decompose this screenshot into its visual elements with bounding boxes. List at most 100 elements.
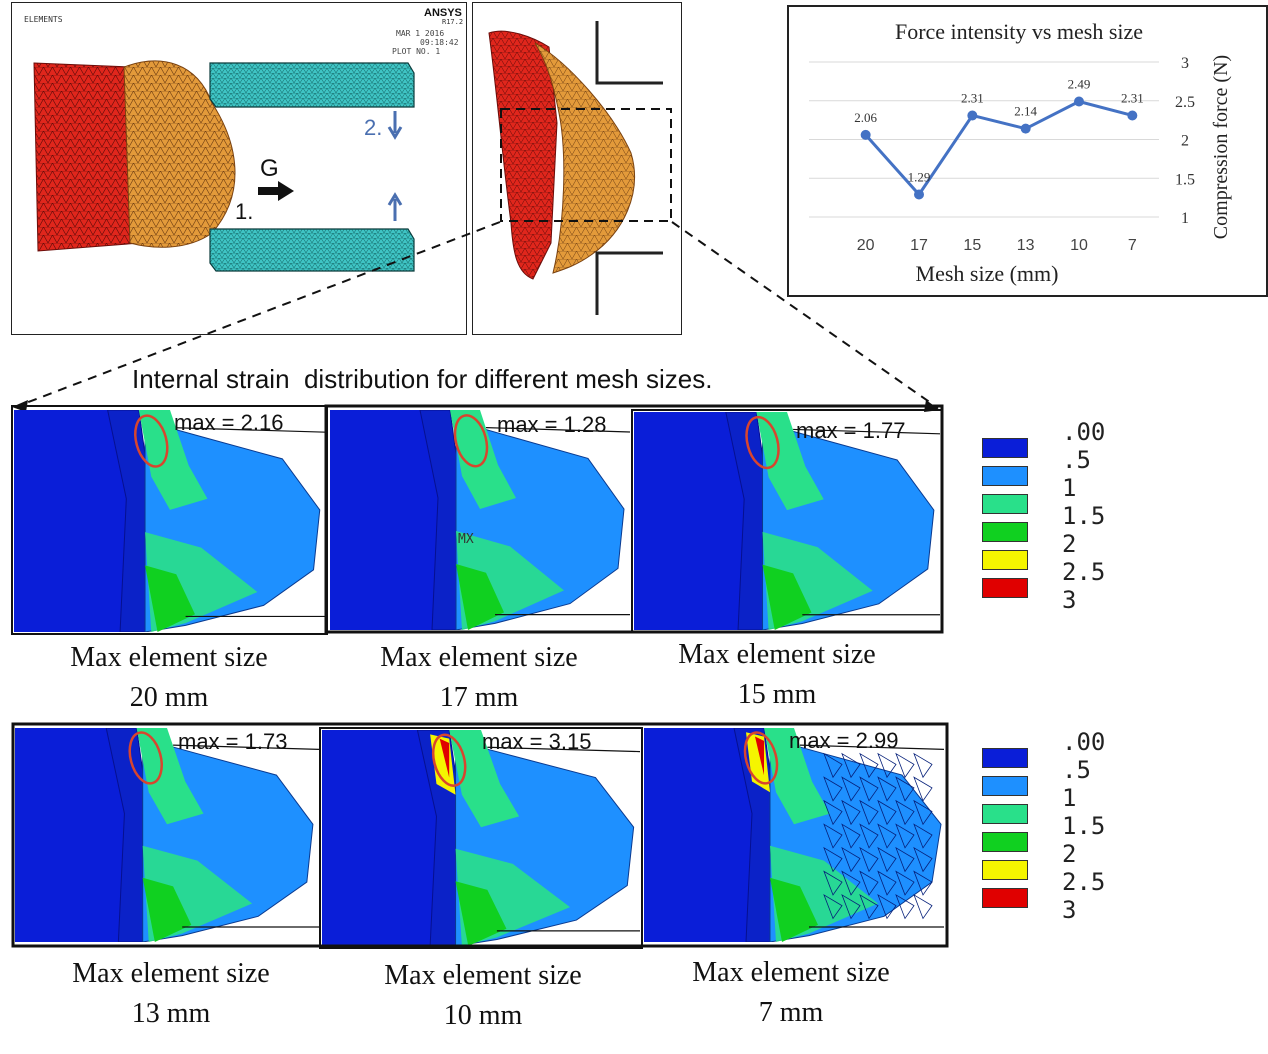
upper-compressor-line — [793, 428, 940, 435]
mesh-model-drawing — [33, 60, 415, 272]
mesh-element — [877, 823, 897, 849]
strain-region-green — [456, 564, 504, 630]
mx-marker-label: MX — [458, 532, 474, 547]
lower-plate — [209, 228, 415, 272]
legend-label: 2 — [1062, 840, 1077, 868]
g-arrow-shaft — [258, 187, 280, 195]
caption-line1: Max element size — [70, 642, 268, 673]
caption-10mm: Max element size 10 mm — [334, 956, 632, 1036]
data-label: 2.31 — [1121, 90, 1144, 105]
orange-tissue-bulge — [123, 60, 236, 248]
mesh-element — [859, 752, 879, 779]
skin-layer — [634, 412, 757, 630]
mesh-element — [913, 846, 933, 873]
legend-swatch — [982, 494, 1028, 514]
skin-inner-layer — [107, 410, 152, 632]
mesh-element — [895, 870, 915, 896]
mesh-element — [823, 846, 843, 873]
caption-line1: Max element size — [384, 960, 582, 991]
series-line — [864, 99, 1133, 197]
data-label: 1.29 — [908, 170, 931, 185]
upper-compressor-line — [487, 746, 640, 753]
caption-line1: Max element size — [72, 958, 270, 989]
strain-region-mid — [764, 728, 830, 825]
ansys-plot-no: PLOT NO. 1 — [392, 47, 441, 56]
mesh-element — [895, 893, 915, 920]
chart-title: Force intensity vs mesh size — [895, 19, 1143, 44]
zoom-region-box — [500, 108, 672, 222]
y-tick-label: 1.5 — [1175, 171, 1195, 188]
mesh-element — [841, 823, 861, 849]
strain-panel-4 — [322, 730, 640, 946]
x-tick-label: 10 — [1070, 237, 1088, 254]
mesh-element — [823, 752, 843, 779]
max-value-20mm: max = 2.16 — [174, 410, 284, 435]
up-arrow — [387, 192, 403, 221]
ansys-mesh-panel: ELEMENTS ANSYS R17.2 MAR 1 2016 09:18:42… — [11, 2, 467, 335]
strain-region-green — [770, 877, 818, 942]
mesh-element — [823, 893, 843, 920]
mesh-element — [895, 823, 915, 849]
legend-swatch — [982, 860, 1028, 880]
caption-line1: Max element size — [380, 642, 578, 673]
strain-hotspot-red — [755, 736, 764, 776]
skin-inner-layer — [419, 410, 463, 630]
mesh-element — [841, 776, 861, 802]
step-label-1: 1. — [235, 199, 254, 224]
strain-panel-3 — [15, 728, 319, 942]
y-tick-label: 2 — [1181, 133, 1189, 150]
mesh-element — [877, 870, 897, 896]
x-tick-label: 7 — [1128, 237, 1137, 254]
mesh-element — [895, 752, 915, 779]
legend-label: .5 — [1062, 756, 1091, 784]
caption-15mm: Max element size 15 mm — [628, 635, 926, 715]
max-strain-marker — [745, 415, 780, 470]
legend-swatch — [982, 438, 1028, 458]
legend-label: 2.5 — [1062, 868, 1106, 896]
legend-swatch — [982, 776, 1028, 796]
mesh-element — [859, 846, 879, 873]
strain-panel-1 — [330, 410, 630, 630]
mesh-element — [877, 776, 897, 802]
max-value-10mm: max = 3.15 — [482, 729, 592, 754]
legend-label: .00 — [1062, 418, 1106, 446]
legend-swatch — [982, 804, 1028, 824]
legend-label: 2.5 — [1062, 558, 1106, 586]
compressed-orange-layer — [534, 42, 635, 274]
legend-label: 3 — [1062, 896, 1077, 924]
legend-swatch — [982, 748, 1028, 768]
legend-label: 1.5 — [1062, 502, 1106, 530]
g-arrow-head — [278, 181, 294, 201]
mesh-element — [895, 846, 915, 873]
legend-label: 1.5 — [1062, 812, 1106, 840]
strain-region-green — [142, 877, 192, 942]
down-arrow — [387, 111, 403, 140]
max-strain-marker — [743, 731, 779, 785]
skin-inner-layer — [725, 412, 770, 630]
strain-legend-top: .00.5 1 1.5 2 2.5 3 — [982, 418, 1122, 614]
x-tick-label: 17 — [910, 237, 928, 254]
step-label-2: 2. — [364, 115, 383, 140]
upper-plate — [209, 62, 415, 108]
strain-region-green — [762, 564, 812, 630]
legend-label: .00 — [1062, 728, 1106, 756]
caption-line2: 13 mm — [131, 998, 211, 1029]
upper-jaw-line — [595, 21, 663, 85]
caption-line2: 20 mm — [129, 682, 209, 713]
ansys-elements-label: ELEMENTS — [24, 15, 63, 24]
mesh-element — [859, 799, 879, 826]
legend-label: 1 — [1062, 784, 1077, 812]
strain-region-mid — [136, 728, 204, 825]
lower-jaw-line — [595, 251, 663, 315]
legend-swatch — [982, 578, 1028, 598]
x-tick-label: 15 — [963, 237, 981, 254]
legend-label: 1 — [1062, 474, 1077, 502]
compressed-tissue-drawing — [488, 21, 672, 315]
upper-compressor-line — [173, 744, 319, 750]
max-value-13mm: max = 1.73 — [178, 729, 288, 754]
caption-line2: 15 mm — [737, 679, 817, 710]
data-point — [914, 189, 924, 200]
strain-region-mid — [450, 410, 516, 509]
mesh-element — [877, 893, 897, 920]
